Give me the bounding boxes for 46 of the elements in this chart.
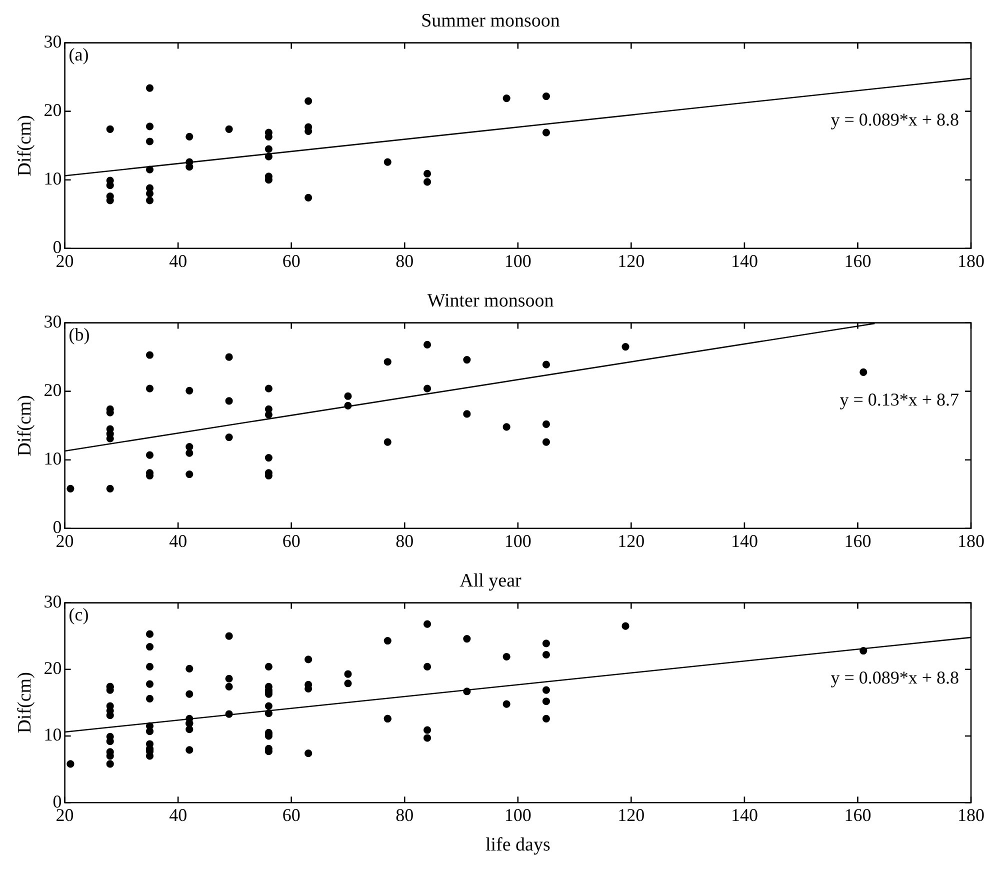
y-tick-label: 30 — [44, 592, 62, 612]
x-tick-label: 40 — [169, 530, 188, 551]
x-tick-label: 60 — [282, 805, 300, 826]
annotation: (b) — [68, 324, 90, 345]
annotation: (c) — [68, 604, 89, 625]
annotation: y = 0.089*x + 8.8 — [830, 110, 959, 130]
x-tick-label: 140 — [730, 250, 758, 271]
x-tick-label: 140 — [730, 805, 758, 826]
annotation: (a) — [68, 44, 89, 65]
x-tick-label: 100 — [504, 530, 532, 551]
y-tick-label: 10 — [44, 448, 62, 469]
x-tick-label: 60 — [282, 530, 300, 551]
y-axis-title: Dif(cm) — [14, 395, 36, 456]
x-tick-label: 160 — [844, 250, 872, 271]
y-tick-label: 20 — [44, 380, 62, 400]
x-axis-title: life days — [485, 834, 550, 856]
x-tick-label: 160 — [844, 805, 872, 826]
chart-title: All year — [460, 570, 522, 592]
x-tick-label: 140 — [730, 530, 758, 551]
x-tick-label: 180 — [958, 250, 984, 271]
y-axis-title: Dif(cm) — [14, 115, 36, 176]
x-tick-label: 40 — [169, 805, 188, 826]
y-axis-title: Dif(cm) — [14, 672, 36, 734]
x-tick-label: 100 — [504, 250, 532, 271]
x-tick-label: 80 — [396, 530, 414, 551]
x-tick-label: 80 — [396, 250, 414, 271]
x-tick-label: 120 — [618, 805, 645, 826]
x-tick-label: 40 — [169, 250, 188, 271]
x-tick-label: 180 — [958, 805, 984, 826]
y-tick-label: 20 — [44, 100, 62, 120]
y-tick-label: 30 — [44, 312, 62, 332]
x-tick-label: 100 — [504, 805, 532, 826]
chart-title: Summer monsoon — [421, 10, 560, 32]
x-tick-label: 180 — [958, 530, 984, 551]
x-tick-label: 60 — [282, 250, 300, 271]
y-tick-label: 30 — [44, 32, 62, 52]
chart-title: Winter monsoon — [427, 290, 554, 312]
x-tick-label: 120 — [618, 250, 645, 271]
x-tick-label: 120 — [618, 530, 645, 551]
y-tick-label: 10 — [44, 168, 62, 189]
annotation: y = 0.089*x + 8.8 — [830, 667, 959, 688]
y-tick-label: 20 — [44, 658, 62, 678]
x-tick-label: 80 — [396, 805, 414, 826]
x-tick-label: 160 — [844, 530, 872, 551]
y-tick-label: 10 — [44, 724, 62, 745]
annotation: y = 0.13*x + 8.7 — [840, 390, 959, 410]
